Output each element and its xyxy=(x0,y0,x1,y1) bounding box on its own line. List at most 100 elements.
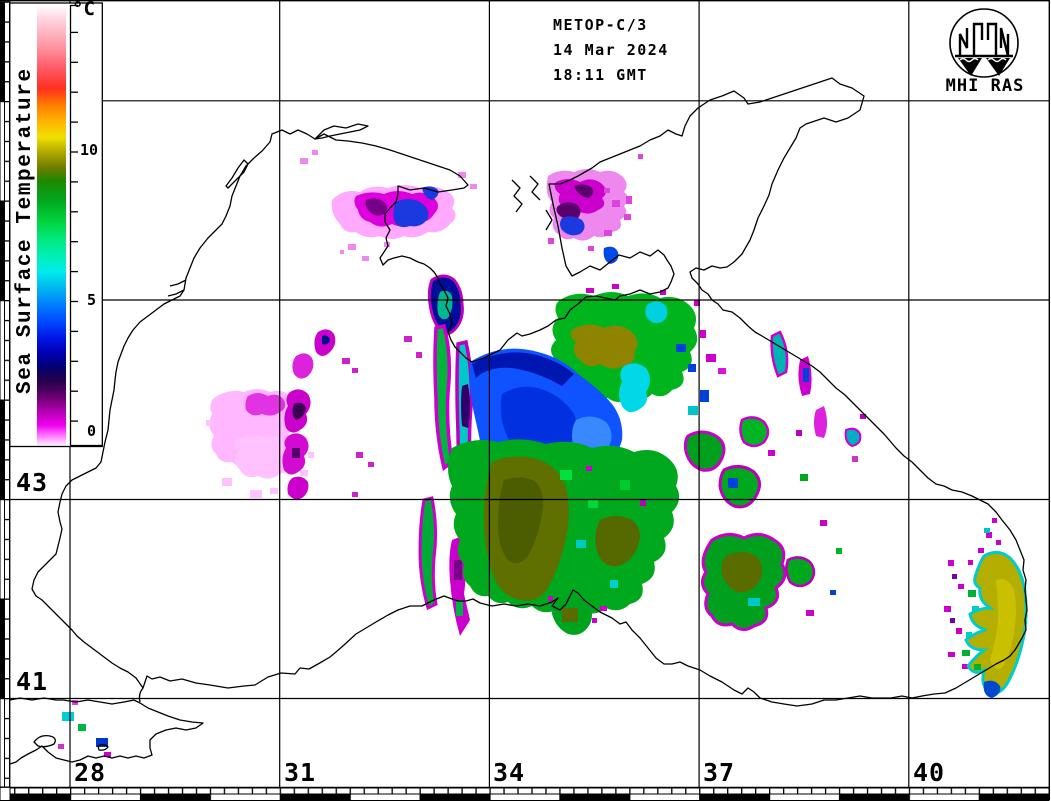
sst-speck xyxy=(952,574,957,579)
logo-emblem-strokes xyxy=(955,22,1013,58)
coastline-sivash-detail xyxy=(511,175,553,231)
sst-speckles xyxy=(962,590,981,670)
coastline-danube-arms xyxy=(167,279,187,297)
sst-streak xyxy=(418,496,438,611)
sst-speck xyxy=(62,712,74,721)
sst-blob xyxy=(721,552,763,593)
sst-speckles xyxy=(560,466,646,611)
sst-blob xyxy=(983,680,1001,698)
sst-speck xyxy=(728,478,738,488)
sst-blob xyxy=(292,402,306,420)
sst-blob xyxy=(393,199,429,228)
sst-blob xyxy=(292,353,314,379)
logo-wave-line xyxy=(959,57,1007,63)
colorbar-tick-10: 10 xyxy=(79,141,98,159)
sst-blob xyxy=(645,301,668,324)
lon-label-31: 31 xyxy=(284,758,317,787)
sst-blob xyxy=(570,324,638,369)
product-time-label: 18:11 GMT xyxy=(553,66,648,84)
colorbar-title: Sea Surface Temperature xyxy=(14,67,37,394)
sst-speck xyxy=(78,724,86,731)
sst-speckles xyxy=(342,336,422,497)
sst-speckles xyxy=(586,284,706,338)
lon-label-34: 34 xyxy=(493,758,526,787)
sst-blob xyxy=(560,216,585,236)
sst-blob xyxy=(322,335,330,345)
sst-speck xyxy=(984,528,990,533)
logo-emblem-waves xyxy=(958,58,1010,76)
sst-blob xyxy=(683,430,726,472)
sst-streak xyxy=(814,406,827,438)
lat-label-41: 41 xyxy=(16,667,49,696)
sst-speckles xyxy=(206,420,314,498)
sst-speck xyxy=(292,448,300,458)
border-left-minor-cells xyxy=(4,0,10,788)
sst-speck xyxy=(104,752,111,757)
sst-speck xyxy=(562,608,578,622)
colorbar-panel xyxy=(9,2,103,448)
sst-patch-bosphorus xyxy=(58,700,111,757)
sst-blob xyxy=(498,477,544,564)
sst-speck xyxy=(688,364,696,372)
sst-blob xyxy=(844,427,862,448)
colorbar-unit-label: °C xyxy=(72,0,95,20)
sst-speckles xyxy=(944,518,1001,669)
border-corner-box xyxy=(0,786,11,801)
colorbar-tick-0: 0 xyxy=(86,422,96,440)
logo-caption: MHI RAS xyxy=(945,76,1025,96)
coastline-marmara-island xyxy=(33,734,56,748)
sst-speck xyxy=(592,618,597,623)
coastline-black-sea xyxy=(31,77,1028,707)
sst-speck xyxy=(96,738,108,747)
sst-blob xyxy=(461,384,470,428)
coastline-bosphorus-strait xyxy=(138,687,144,703)
sst-speck xyxy=(803,368,809,382)
sst-speck xyxy=(748,598,760,606)
sst-blob xyxy=(603,246,619,264)
sst-speckles xyxy=(548,154,643,251)
sst-data-layer xyxy=(58,150,1028,757)
border-bottom-degree-blocks xyxy=(9,793,1050,801)
coastline-layer xyxy=(9,77,1028,765)
sst-blob xyxy=(556,202,581,220)
logo-circle xyxy=(949,8,1019,78)
sst-streak xyxy=(770,330,789,378)
sst-blob xyxy=(739,416,770,448)
border-left-degree-blocks xyxy=(0,0,5,788)
sst-blob xyxy=(365,198,387,216)
sst-blob xyxy=(990,579,1016,669)
sst-patch-northwest xyxy=(300,150,477,261)
colorbar-gradient xyxy=(37,5,66,445)
sst-blob xyxy=(718,465,761,509)
sst-speckles xyxy=(768,430,842,616)
sst-speck xyxy=(676,344,686,352)
sst-speck xyxy=(58,744,64,749)
sst-patch-sivash xyxy=(546,154,643,264)
sst-speck xyxy=(548,596,553,601)
sst-streak xyxy=(433,323,454,472)
sst-speck xyxy=(950,618,955,623)
coastline-dnieper-liman xyxy=(314,123,369,140)
product-date-label: 14 Mar 2024 xyxy=(553,41,669,59)
colorbar-tick-5: 5 xyxy=(86,291,96,309)
sst-blob xyxy=(422,186,439,200)
product-satellite-label: METOP-C/3 xyxy=(553,16,648,34)
colorbar-axis xyxy=(69,4,102,447)
sst-blob xyxy=(574,184,594,198)
sst-patch-west-pink xyxy=(206,329,422,500)
lat-label-43: 43 xyxy=(16,468,49,497)
sst-speck xyxy=(456,600,463,616)
lon-label-28: 28 xyxy=(74,758,107,787)
sst-blob xyxy=(287,476,309,500)
sst-blob xyxy=(245,393,286,416)
sst-blob xyxy=(234,435,293,479)
sst-blob xyxy=(595,516,640,567)
coastline-marmara xyxy=(9,697,204,765)
lon-label-40: 40 xyxy=(913,758,946,787)
coastline-marmara-islet xyxy=(97,744,109,751)
sst-blob xyxy=(500,386,577,457)
mhi-ras-logo xyxy=(949,8,1019,78)
sst-speck xyxy=(454,560,462,580)
